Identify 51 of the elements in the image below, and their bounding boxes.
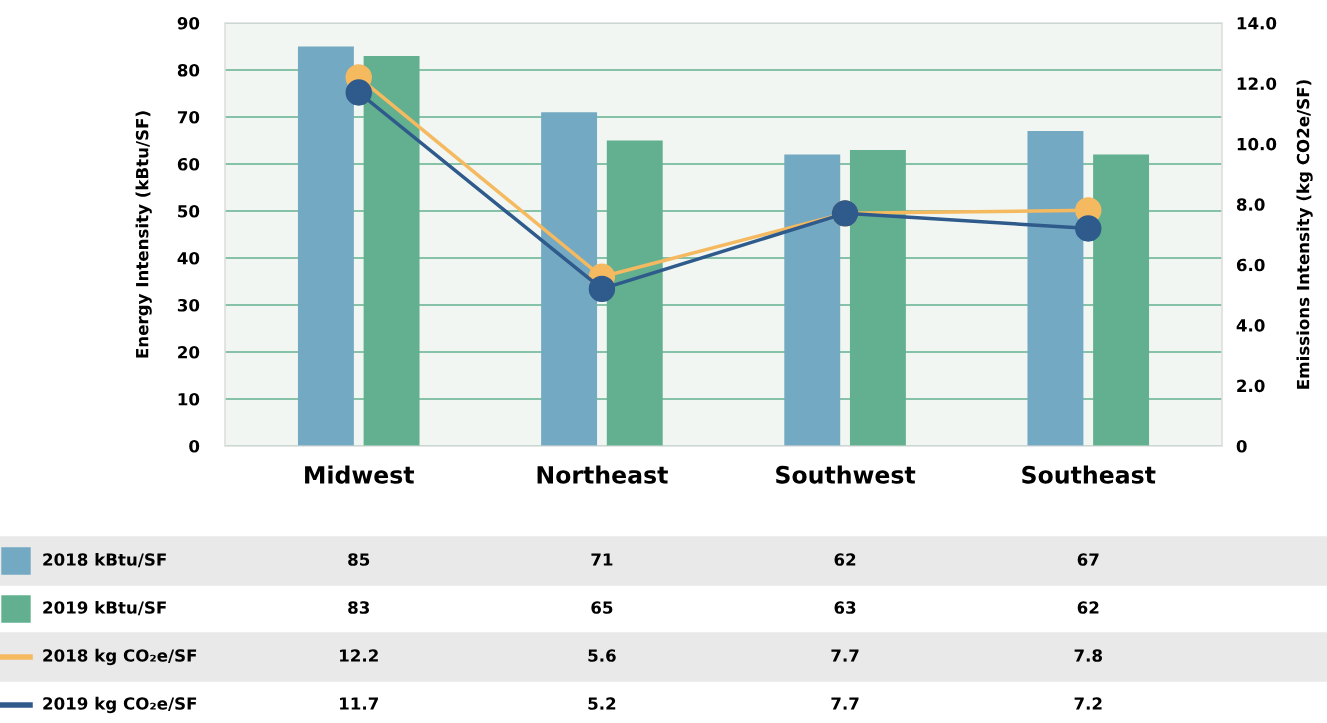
legend-label: 2018 kg CO₂e/SF: [43, 648, 197, 666]
data-label: 5.2: [588, 697, 616, 710]
legend-label: 2019 kBtu/SF: [43, 600, 166, 616]
y2-tick-label: 10.0: [1237, 137, 1277, 151]
legend-label: 2018 kBtu/SF: [43, 552, 166, 568]
legend-label: 2019 kg CO₂e/SF: [43, 696, 197, 714]
point: [588, 275, 616, 303]
bar: [784, 154, 841, 446]
y2-tick-label: 2.0: [1237, 379, 1265, 393]
y2-axis-title: Emissions Intensity (kg CO2e/SF): [1296, 80, 1313, 389]
bar: [1027, 131, 1084, 446]
y-tick-label: 90: [177, 16, 200, 30]
y2-tick-label: 6.0: [1236, 258, 1265, 272]
point: [1075, 215, 1102, 242]
y-tick-label: 80: [177, 63, 200, 77]
data-label: 7.7: [831, 649, 859, 662]
data-label: 63: [834, 601, 856, 614]
y2-tick-label: 14.0: [1237, 16, 1277, 30]
y-tick-label: 40: [177, 251, 200, 265]
x-tick-label: Southeast: [1022, 465, 1156, 484]
y2-tick-label: 8.0: [1236, 198, 1265, 211]
x-tick-label: Northeast: [537, 465, 668, 484]
data-label: 83: [348, 601, 370, 614]
y-axis-title: Energy Intensity (kBtu/SF): [135, 111, 152, 358]
data-label: 5.6: [588, 649, 616, 662]
y-tick-label: 0: [189, 439, 200, 453]
data-label: 62: [1077, 601, 1099, 614]
x-tick-label: Southwest: [776, 465, 916, 484]
data-label: 12.2: [340, 649, 378, 662]
bar: [541, 112, 598, 446]
y-tick-label: 70: [177, 110, 200, 124]
y-tick-label: 20: [178, 345, 200, 359]
point: [345, 79, 372, 106]
y2-tick-label: 12.0: [1237, 77, 1277, 90]
data-label: 85: [348, 553, 370, 566]
data-label: 67: [1077, 553, 1099, 566]
y-tick-label: 30: [177, 298, 200, 312]
x-tick-label: Midwest: [305, 465, 415, 484]
y-tick-label: 10: [178, 392, 200, 406]
data-label: 71: [591, 553, 613, 566]
data-label: 7.7: [831, 697, 859, 710]
data-label: 7.2: [1074, 697, 1102, 710]
y2-tick-label: 4.0: [1236, 319, 1265, 332]
y2-tick-label: 0: [1236, 439, 1247, 453]
data-label: 7.8: [1074, 649, 1102, 662]
data-label: 11.7: [340, 697, 378, 710]
y-tick-label: 60: [177, 157, 200, 171]
bar: [297, 46, 354, 446]
data-label: 65: [591, 601, 613, 614]
y-tick-label: 50: [178, 204, 200, 218]
data-label: 62: [834, 553, 856, 566]
